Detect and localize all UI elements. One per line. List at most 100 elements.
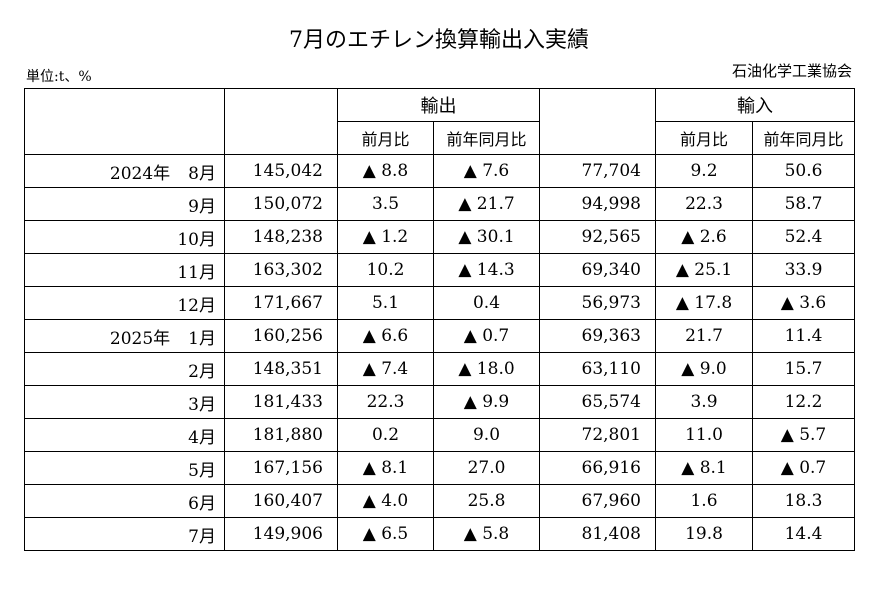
- export-mom: ▲ 6.6: [337, 319, 434, 353]
- import-mom: 3.9: [655, 385, 753, 419]
- header-export-yoy: 前年同月比: [433, 121, 540, 155]
- export-yoy: ▲ 14.3: [433, 253, 540, 287]
- import-mom: 21.7: [655, 319, 753, 353]
- row-month: 12月: [177, 295, 216, 316]
- import-value: 66,916: [539, 451, 656, 485]
- export-yoy: 0.4: [433, 286, 540, 320]
- import-mom: 19.8: [655, 517, 753, 551]
- import-yoy: ▲ 0.7: [752, 451, 855, 485]
- row-month: 9月: [188, 196, 216, 217]
- row-year: 2024年: [109, 163, 171, 184]
- import-yoy: 12.2: [752, 385, 855, 419]
- row-month: 7月: [188, 526, 216, 547]
- import-value: 81,408: [539, 517, 656, 551]
- import-mom: ▲ 2.6: [655, 220, 753, 254]
- export-yoy: ▲ 7.6: [433, 154, 540, 188]
- header-blank-import: [539, 88, 656, 155]
- header-import-mom: 前月比: [655, 121, 753, 155]
- row-month: 8月: [188, 163, 216, 184]
- import-mom: 11.0: [655, 418, 753, 452]
- table-row: 11月 163,302 10.2 ▲ 14.3 69,340 ▲ 25.1 33.9: [24, 253, 855, 287]
- export-value: 145,042: [224, 154, 338, 188]
- export-value: 160,256: [224, 319, 338, 353]
- export-value: 181,880: [224, 418, 338, 452]
- import-value: 67,960: [539, 484, 656, 518]
- row-label: 4月: [24, 418, 225, 452]
- export-mom: ▲ 7.4: [337, 352, 434, 386]
- row-label: 2月: [24, 352, 225, 386]
- header-import-yoy: 前年同月比: [752, 121, 855, 155]
- import-mom: ▲ 25.1: [655, 253, 753, 287]
- import-value: 69,363: [539, 319, 656, 353]
- row-month: 5月: [188, 460, 216, 481]
- header-row-group: 輸出 輸入: [24, 88, 855, 155]
- export-mom: ▲ 4.0: [337, 484, 434, 518]
- row-label: 7月: [24, 517, 225, 551]
- row-month: 10月: [177, 229, 216, 250]
- import-yoy: 11.4: [752, 319, 855, 353]
- table-row: 3月 181,433 22.3 ▲ 9.9 65,574 3.9 12.2: [24, 385, 855, 419]
- import-mom: 1.6: [655, 484, 753, 518]
- export-mom: 10.2: [337, 253, 434, 287]
- row-label: 3月: [24, 385, 225, 419]
- table-row: 6月 160,407 ▲ 4.0 25.8 67,960 1.6 18.3: [24, 484, 855, 518]
- export-value: 148,351: [224, 352, 338, 386]
- import-value: 92,565: [539, 220, 656, 254]
- row-month: 11月: [177, 262, 216, 283]
- import-yoy: 33.9: [752, 253, 855, 287]
- export-yoy: 27.0: [433, 451, 540, 485]
- export-yoy: ▲ 0.7: [433, 319, 540, 353]
- export-value: 181,433: [224, 385, 338, 419]
- row-label: 10月: [24, 220, 225, 254]
- import-yoy: 52.4: [752, 220, 855, 254]
- export-yoy: ▲ 5.8: [433, 517, 540, 551]
- table-row: 12月 171,667 5.1 0.4 56,973 ▲ 17.8 ▲ 3.6: [24, 286, 855, 320]
- export-value: 160,407: [224, 484, 338, 518]
- row-month: 1月: [188, 328, 216, 349]
- import-yoy: ▲ 5.7: [752, 418, 855, 452]
- import-value: 77,704: [539, 154, 656, 188]
- row-label: 6月: [24, 484, 225, 518]
- row-label: 11月: [24, 253, 225, 287]
- export-yoy: 9.0: [433, 418, 540, 452]
- page-title: 7月のエチレン換算輸出入実績: [289, 28, 589, 53]
- row-label: 2025年 1月: [24, 319, 225, 353]
- row-label: 9月: [24, 187, 225, 221]
- export-mom: ▲ 8.8: [337, 154, 434, 188]
- import-yoy: 18.3: [752, 484, 855, 518]
- import-value: 69,340: [539, 253, 656, 287]
- export-value: 167,156: [224, 451, 338, 485]
- export-value: 163,302: [224, 253, 338, 287]
- row-label: 2024年 8月: [24, 154, 225, 188]
- import-mom: 22.3: [655, 187, 753, 221]
- unit-label: 単位:t、%: [26, 69, 92, 85]
- header-import: 輸入: [655, 88, 855, 122]
- import-mom: 9.2: [655, 154, 753, 188]
- import-yoy: 14.4: [752, 517, 855, 551]
- export-yoy: ▲ 9.9: [433, 385, 540, 419]
- export-yoy: ▲ 21.7: [433, 187, 540, 221]
- export-mom: 22.3: [337, 385, 434, 419]
- table-row: 2024年 8月 145,042 ▲ 8.8 ▲ 7.6 77,704 9.2 50.6: [24, 154, 855, 188]
- header-blank-export: [224, 88, 338, 155]
- table-row: 2月 148,351 ▲ 7.4 ▲ 18.0 63,110 ▲ 9.0 15.7: [24, 352, 855, 386]
- row-month: 6月: [188, 493, 216, 514]
- export-yoy: 25.8: [433, 484, 540, 518]
- row-month: 2月: [188, 361, 216, 382]
- import-mom: ▲ 8.1: [655, 451, 753, 485]
- export-value: 149,906: [224, 517, 338, 551]
- export-mom: 5.1: [337, 286, 434, 320]
- header-export: 輸出: [337, 88, 540, 122]
- export-value: 150,072: [224, 187, 338, 221]
- row-month: 4月: [188, 427, 216, 448]
- source-label: 石油化学工業協会: [731, 62, 852, 80]
- export-mom: ▲ 1.2: [337, 220, 434, 254]
- table-row: 2025年 1月 160,256 ▲ 6.6 ▲ 0.7 69,363 21.7 11.4: [24, 319, 855, 353]
- import-value: 65,574: [539, 385, 656, 419]
- import-yoy: 50.6: [752, 154, 855, 188]
- table-row: 10月 148,238 ▲ 1.2 ▲ 30.1 92,565 ▲ 2.6 52.4: [24, 220, 855, 254]
- export-mom: ▲ 6.5: [337, 517, 434, 551]
- import-value: 94,998: [539, 187, 656, 221]
- export-yoy: ▲ 30.1: [433, 220, 540, 254]
- import-yoy: ▲ 3.6: [752, 286, 855, 320]
